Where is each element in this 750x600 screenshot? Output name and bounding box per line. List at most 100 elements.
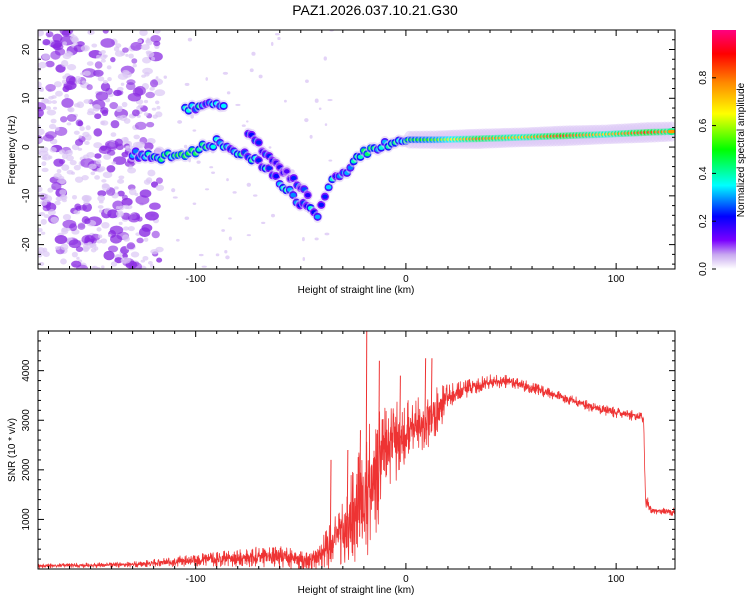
noise-speckle [80,44,90,52]
noise-speckle [110,261,118,267]
noise-speckle [38,149,42,155]
noise-speckle [84,140,90,145]
noise-speckle [45,60,55,68]
noise-speckle [61,164,70,171]
noise-speckle [38,186,43,193]
noise-speckle [38,30,45,37]
noise-speckle [71,260,82,268]
noise-speckle [154,100,160,105]
y-tick-label: 2000 [21,458,32,481]
noise-speckle [139,30,148,36]
noise-speckle [205,77,209,81]
noise-speckle [150,35,162,43]
noise-speckle [196,160,201,164]
noise-speckle [146,121,155,128]
noise-speckle [61,198,67,203]
noise-speckle [252,194,258,197]
ridge-core [255,140,262,145]
noise-speckle [82,195,89,202]
noise-speckle [204,188,210,191]
noise-speckle [127,213,140,223]
noise-speckle [270,41,274,47]
noise-speckle [102,171,113,179]
noise-speckle [54,126,60,131]
noise-speckle [91,111,96,116]
ridge-core [255,158,262,163]
noise-speckle [222,71,229,75]
noise-speckle [268,146,272,149]
noise-speckle [73,164,81,171]
noise-speckle [228,236,232,241]
y-tick-label: 3000 [21,409,32,432]
noise-speckle [251,51,256,56]
noise-speckle [309,134,313,139]
noise-speckle [314,98,319,103]
noise-speckle [95,91,109,101]
noise-speckle [155,184,165,191]
noise-speckle [59,30,74,36]
noise-speckle [50,216,59,224]
noise-speckle [92,104,101,111]
noise-speckle [86,61,94,66]
noise-speckle [102,30,109,34]
noise-speckle [38,138,44,143]
noise-speckle [140,44,150,51]
noise-speckle [68,239,82,249]
noise-speckle [146,37,150,41]
colorbar-tick-label: 0.8 [698,70,709,84]
x-tick-label: 100 [608,574,625,585]
noise-speckle [66,114,77,122]
noise-speckle [51,100,58,104]
snr-spike [359,430,361,537]
noise-speckle [150,248,159,255]
noise-speckle [95,159,102,165]
snr-line [38,374,675,569]
noise-speckle [61,79,68,85]
noise-speckle [67,106,75,113]
noise-speckle [106,65,112,70]
noise-speckle [258,74,263,79]
noise-speckle [122,234,130,241]
noise-speckle [100,238,108,244]
noise-speckle [109,225,124,235]
noise-speckle [45,131,57,139]
noise-speckle [156,105,161,110]
colorbar-ticks: 0.0 0.2 0.4 0.6 0.8 [698,70,716,276]
ridge-core [283,169,290,174]
noise-speckle [140,259,146,263]
noise-speckle [56,168,62,174]
noise-speckle [75,119,83,127]
noise-speckle [41,53,51,60]
y-tick-label: 1000 [21,508,32,531]
noise-speckle [45,83,56,92]
noise-speckle [96,227,102,232]
noise-speckle [126,242,136,250]
noise-speckle [101,183,110,189]
noise-speckle [74,138,84,146]
noise-speckle [232,191,237,194]
noise-speckle [106,165,116,173]
noise-speckle [304,118,309,123]
noise-speckle [143,237,149,242]
noise-speckle [147,169,156,177]
colorbar: 0.0 0.2 0.4 0.6 0.8 Normalized spectral ampl… [698,30,747,276]
noise-speckle [43,214,50,219]
noise-speckle [102,79,108,84]
noise-speckle [128,188,137,196]
noise-speckle [107,209,119,219]
noise-speckle [94,113,102,120]
ridge-core [290,175,297,181]
noise-speckle [145,91,155,99]
noise-speckle [235,103,241,107]
noise-speckle [151,56,156,61]
noise-speckle [121,101,128,108]
ridge-core [273,173,280,179]
noise-speckle [94,61,103,69]
x-tick-label: 100 [608,274,625,285]
noise-speckle [47,155,53,160]
colorbar-tick-label: 0.6 [698,118,709,132]
noise-speckle [73,210,81,215]
noise-speckle [123,137,129,142]
noise-speckle [81,175,89,181]
noise-speckle [121,151,129,158]
